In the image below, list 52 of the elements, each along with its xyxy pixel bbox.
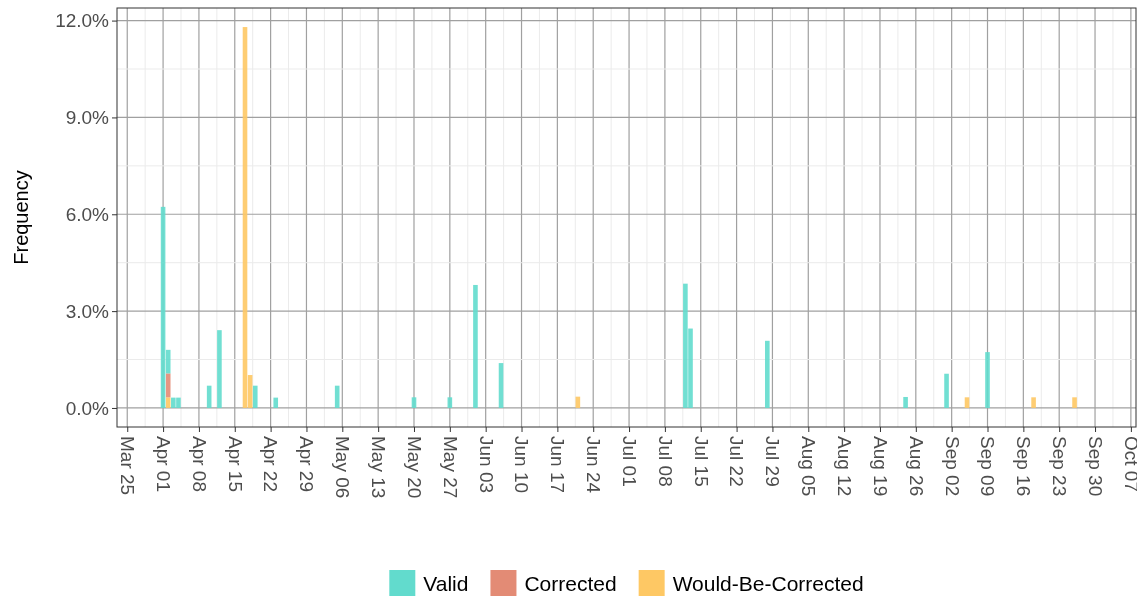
x-tick-label: May 20 xyxy=(403,436,425,499)
bar xyxy=(217,330,222,408)
bar xyxy=(273,397,279,408)
x-tick-label: Jun 03 xyxy=(475,436,497,494)
x-tick-label: Aug 26 xyxy=(905,436,927,497)
y-tick-label: 0.0% xyxy=(65,397,110,419)
bar xyxy=(765,340,770,408)
bar xyxy=(165,397,171,408)
x-tick-label: May 13 xyxy=(368,436,389,499)
bar xyxy=(1031,397,1036,408)
x-tick-label: May 06 xyxy=(332,436,354,499)
legend-label: Would-Be-Corrected xyxy=(672,571,864,595)
x-tick-label: Apr 15 xyxy=(224,436,246,492)
bar xyxy=(473,284,478,408)
x-tick-label: Sep 16 xyxy=(1013,436,1035,497)
x-tick-label: Apr 01 xyxy=(152,436,174,492)
x-tick-label: Aug 19 xyxy=(869,436,891,497)
y-tick-label: 12.0% xyxy=(55,10,110,32)
x-tick-label: Jun 24 xyxy=(583,436,605,494)
bar xyxy=(411,397,417,408)
x-tick-label: Sep 02 xyxy=(941,436,963,497)
x-tick-label: Sep 09 xyxy=(977,436,999,497)
bar xyxy=(964,397,970,408)
x-tick-label: Sep 23 xyxy=(1049,436,1071,497)
legend-label: Corrected xyxy=(524,571,617,595)
x-tick-label: Jul 29 xyxy=(762,436,784,487)
x-tick-label: Jul 08 xyxy=(654,436,676,487)
y-tick-label: 6.0% xyxy=(65,203,110,225)
y-tick-label: 3.0% xyxy=(65,300,110,322)
x-tick-label: Jun 17 xyxy=(547,436,569,494)
x-tick-label: Jul 01 xyxy=(618,436,640,487)
x-tick-label: May 27 xyxy=(439,436,461,499)
x-tick-label: Apr 22 xyxy=(260,436,282,492)
x-tick-label: Sep 30 xyxy=(1084,436,1106,497)
x-tick-label: Aug 05 xyxy=(798,436,820,497)
y-axis-title: Frequency xyxy=(10,170,32,265)
x-tick-label: Mar 25 xyxy=(117,436,139,496)
bar xyxy=(944,373,949,408)
bar xyxy=(1072,397,1077,408)
bar xyxy=(252,385,258,408)
bar xyxy=(985,352,990,408)
bar xyxy=(447,397,453,408)
legend-label: Valid xyxy=(423,571,469,595)
bar xyxy=(903,396,908,408)
bar xyxy=(165,373,171,398)
x-tick-label: Apr 08 xyxy=(188,436,210,492)
x-tick-label: Apr 29 xyxy=(296,436,318,492)
y-tick-label: 9.0% xyxy=(65,107,110,129)
x-tick-label: Jul 15 xyxy=(690,436,712,487)
x-tick-label: Jul 22 xyxy=(726,436,748,487)
x-tick-label: Aug 12 xyxy=(833,436,855,497)
x-tick-label: Jun 10 xyxy=(511,436,533,494)
